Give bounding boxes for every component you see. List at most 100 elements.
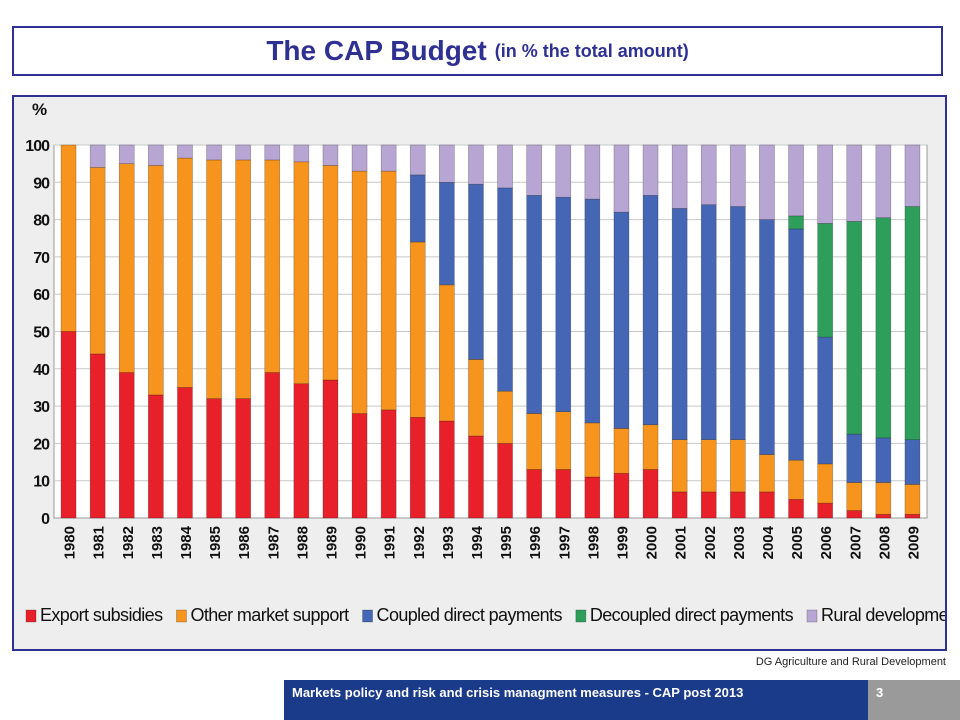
- x-tick-label: 1985: [207, 526, 224, 559]
- bar-segment-coupled-direct-payments: [671, 208, 688, 440]
- bar-segment-coupled-direct-payments: [468, 183, 484, 360]
- bar-segment-coupled-direct-payments: [759, 219, 775, 455]
- bar-segment-coupled-direct-payments: [875, 437, 892, 483]
- bar-segment-other-market-support: [89, 167, 106, 355]
- x-tick-label: 2006: [818, 526, 835, 559]
- bar-segment-export-subsidies: [730, 491, 746, 519]
- bar-segment-export-subsidies: [788, 499, 804, 519]
- legend-label: Other market support: [190, 605, 349, 625]
- bar-segment-rural-development: [817, 144, 833, 224]
- bar-segment-export-subsidies: [671, 491, 688, 519]
- bar-segment-coupled-direct-payments: [526, 195, 542, 414]
- y-tick-label: 20: [33, 436, 50, 453]
- bar-segment-other-market-support: [468, 359, 484, 437]
- legend-label: Export subsidies: [40, 605, 163, 625]
- bar-segment-rural-development: [904, 144, 921, 207]
- bar-segment-other-market-support: [642, 424, 659, 470]
- x-tick-label: 1991: [382, 526, 399, 559]
- bar-segment-other-market-support: [846, 482, 863, 511]
- bar-segment-export-subsidies: [264, 372, 281, 519]
- bar-segment-coupled-direct-payments: [730, 206, 746, 440]
- x-tick-label: 1990: [353, 526, 370, 559]
- bar-segment-rural-development: [642, 144, 659, 196]
- x-tick-label: 2004: [760, 525, 777, 559]
- chart-subtitle: (in % the total amount): [494, 40, 689, 61]
- source-credit: DG Agriculture and Rural Development: [755, 656, 946, 668]
- bar-segment-rural-development: [409, 144, 426, 176]
- bar-segment-rural-development: [671, 144, 688, 209]
- y-tick-label: 80: [33, 213, 50, 230]
- bar-segment-rural-development: [148, 144, 164, 166]
- bar-segment-other-market-support: [380, 170, 397, 411]
- bar-segment-rural-development: [380, 144, 397, 172]
- bar-segment-other-market-support: [700, 439, 717, 493]
- bar-segment-rural-development: [526, 144, 542, 196]
- bar-segment-export-subsidies: [89, 353, 106, 519]
- legend-swatch: [176, 609, 187, 623]
- x-tick-label: 1988: [294, 526, 311, 559]
- bar-segment-coupled-direct-payments: [613, 211, 630, 429]
- legend-swatch: [25, 609, 37, 623]
- page-number-box: [868, 680, 960, 720]
- bar-segment-other-market-support: [60, 144, 77, 332]
- legend-swatch: [575, 609, 587, 623]
- chart-title: The CAP Budget: [266, 35, 487, 66]
- bar-segment-coupled-direct-payments: [846, 433, 863, 483]
- bar-segment-other-market-support: [293, 161, 310, 385]
- bar-segment-other-market-support: [148, 165, 164, 396]
- bar-segment-other-market-support: [584, 422, 601, 478]
- x-tick-label: 2005: [789, 526, 806, 559]
- x-tick-label: 1999: [614, 526, 631, 559]
- bar-segment-rural-development: [555, 144, 572, 198]
- bar-segment-rural-development: [875, 144, 892, 219]
- legend-label: Coupled direct payments: [377, 605, 563, 625]
- x-tick-label: 1989: [323, 526, 340, 559]
- bar-segment-export-subsidies: [235, 398, 251, 519]
- bar-segment-export-subsidies: [409, 416, 426, 519]
- y-tick-label: 100: [25, 138, 50, 155]
- y-tick-label: 60: [33, 287, 50, 304]
- x-tick-label: 1996: [527, 526, 544, 559]
- bar-segment-other-market-support: [875, 482, 892, 515]
- bar-segment-coupled-direct-payments: [817, 336, 833, 465]
- bar-segment-other-market-support: [904, 484, 921, 515]
- legend-swatch: [362, 609, 373, 623]
- x-tick-label: 1993: [440, 526, 457, 559]
- page-number: 3: [876, 685, 884, 700]
- bar-segment-decoupled-direct-payments: [846, 221, 863, 435]
- y-tick-label: 70: [33, 250, 50, 267]
- x-tick-label: 1981: [91, 526, 108, 559]
- bar-segment-export-subsidies: [817, 502, 833, 519]
- bar-segment-other-market-support: [671, 439, 688, 493]
- bar-segment-export-subsidies: [118, 372, 135, 519]
- bar-segment-export-subsidies: [380, 409, 397, 519]
- bar-segment-export-subsidies: [468, 435, 484, 519]
- bar-segment-export-subsidies: [526, 469, 542, 519]
- bar-segment-other-market-support: [439, 284, 455, 422]
- x-tick-label: 2007: [847, 526, 864, 559]
- x-tick-label: 1984: [178, 525, 195, 559]
- bar-segment-rural-development: [351, 144, 368, 172]
- legend-label: Rural development: [821, 605, 945, 625]
- bar-segment-other-market-support: [177, 157, 193, 388]
- bar-segment-export-subsidies: [700, 491, 717, 519]
- x-tick-label: 1998: [585, 526, 602, 559]
- bar-segment-rural-development: [497, 144, 513, 189]
- bar-segment-decoupled-direct-payments: [788, 215, 804, 230]
- bar-segment-coupled-direct-payments: [642, 195, 659, 426]
- bar-segment-export-subsidies: [497, 443, 513, 519]
- bar-segment-rural-development: [730, 144, 746, 207]
- footer-text: Markets policy and risk and crisis manag…: [292, 685, 744, 700]
- bar-segment-other-market-support: [235, 159, 251, 399]
- bar-segment-decoupled-direct-payments: [904, 206, 921, 440]
- bar-segment-rural-development: [613, 144, 630, 213]
- legend-label: Decoupled direct payments: [590, 605, 794, 625]
- bar-segment-other-market-support: [497, 390, 513, 444]
- bar-segment-other-market-support: [613, 428, 630, 474]
- bar-segment-export-subsidies: [322, 379, 339, 519]
- bar-segment-rural-development: [264, 144, 281, 161]
- bar-segment-export-subsidies: [846, 510, 863, 519]
- title-box: The CAP Budget (in % the total amount): [12, 26, 943, 76]
- x-tick-label: 2001: [673, 526, 690, 559]
- bar-segment-export-subsidies: [904, 513, 921, 519]
